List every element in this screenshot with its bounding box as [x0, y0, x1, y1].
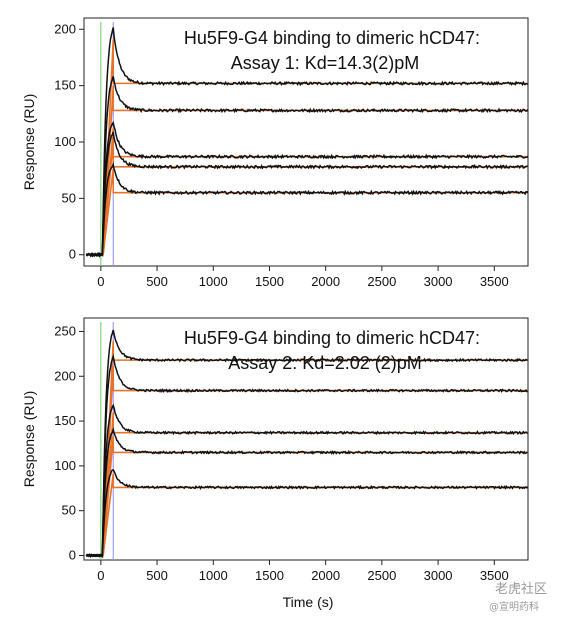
fit-line [102, 168, 528, 255]
response-trace [85, 27, 529, 257]
chart-subtitle: Assay 2: Kd=2.02 (2)pM [228, 353, 422, 373]
y-tick-label: 150 [54, 78, 76, 93]
x-tick-label: 1000 [199, 274, 228, 289]
watermark-subtext: @宣明药科 [489, 602, 539, 613]
y-axis-label: Response (RU) [21, 94, 37, 190]
chart-title: Hu5F9-G4 binding to dimeric hCD47: [184, 328, 480, 348]
x-tick-label: 3000 [424, 568, 453, 583]
fit-line [102, 340, 528, 556]
y-tick-label: 150 [54, 413, 76, 428]
x-tick-label: 500 [146, 568, 168, 583]
x-tick-label: 3500 [480, 274, 509, 289]
response-trace [86, 76, 529, 258]
x-tick-label: 1500 [255, 568, 284, 583]
x-tick-label: 500 [146, 274, 168, 289]
response-trace [85, 468, 529, 559]
chart-panel-assay-2: 0 500 1000 1500 2000 2500 3000 3500 0 50 100 150 200… [21, 317, 529, 610]
x-axis-label: Time (s) [283, 594, 334, 610]
y-tick-label: 100 [54, 458, 76, 473]
response-trace [85, 403, 529, 559]
fit-line [102, 366, 528, 556]
chart-subtitle: Assay 1: Kd=14.3(2)pM [231, 53, 420, 73]
response-trace [85, 329, 528, 558]
x-tick-label: 1500 [255, 274, 284, 289]
x-tick-label: 0 [97, 568, 104, 583]
chart-title: Hu5F9-G4 binding to dimeric hCD47: [184, 28, 480, 48]
response-trace [86, 354, 529, 558]
x-tick-label: 3000 [424, 274, 453, 289]
x-tick-label: 2000 [311, 274, 340, 289]
response-trace [86, 427, 528, 558]
x-tick-label: 0 [97, 274, 104, 289]
y-tick-label: 250 [54, 323, 76, 338]
response-trace [85, 161, 529, 257]
response-trace [85, 120, 529, 258]
y-tick-label: 0 [69, 548, 76, 563]
chart-panel-assay-1: 0 500 1000 1500 2000 2500 3000 3500 0 50 100 150 200… [21, 17, 529, 289]
y-tick-label: 0 [69, 247, 76, 262]
fit-line [102, 436, 528, 556]
x-tick-label: 2000 [311, 568, 340, 583]
x-tick-label: 1000 [199, 568, 228, 583]
x-tick-label: 3500 [480, 568, 509, 583]
y-tick-label: 200 [54, 368, 76, 383]
y-tick-label: 200 [54, 21, 76, 36]
y-tick-label: 50 [62, 503, 76, 518]
plot-frame [83, 317, 529, 561]
y-axis-label: Response (RU) [21, 391, 37, 487]
watermark-text: 老虎社区 [494, 582, 547, 597]
x-tick-label: 2500 [367, 274, 396, 289]
y-tick-label: 50 [62, 190, 76, 205]
response-trace [85, 131, 529, 258]
x-tick-label: 2500 [367, 568, 396, 583]
y-tick-label: 100 [54, 134, 76, 149]
